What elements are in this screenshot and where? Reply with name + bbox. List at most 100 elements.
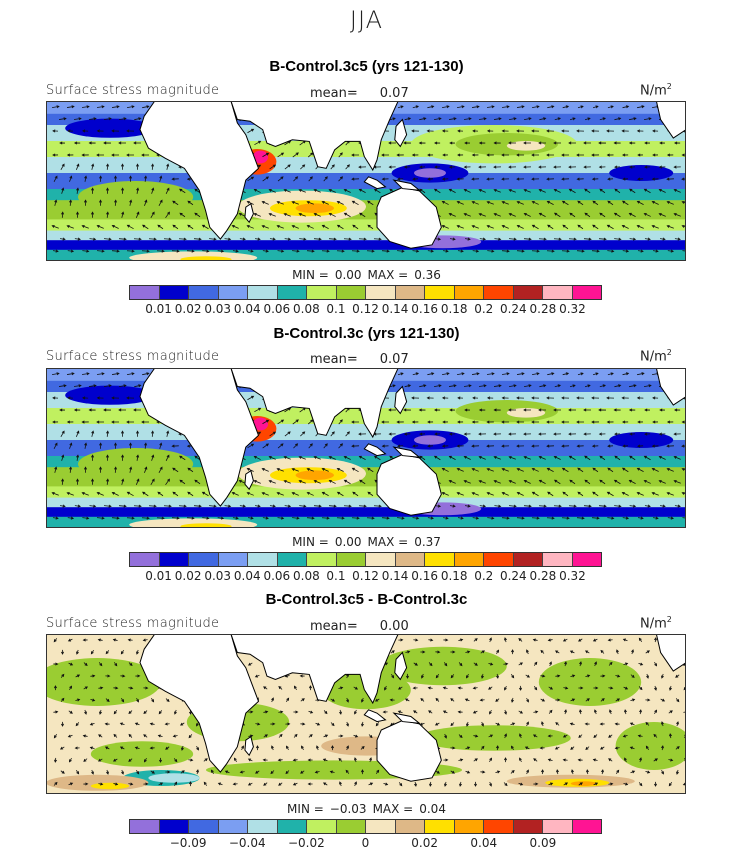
wind-arrow [563,782,569,786]
wind-arrow [613,479,621,485]
wind-arrow [343,188,351,193]
wind-arrow [84,709,88,715]
wind-arrow [501,516,510,520]
wind-arrow [96,105,105,109]
wind-arrow [508,165,517,169]
wind-arrow [495,722,501,726]
wind-arrow [283,456,291,460]
wind-arrow [103,117,112,121]
wind-arrow [165,187,170,194]
contour-region [414,435,446,445]
wind-arrow [449,408,455,412]
wind-arrow [622,734,628,738]
wind-arrow [450,698,455,702]
wind-arrow [546,444,555,448]
wind-arrow [538,408,547,412]
wind-arrow [569,479,576,485]
wind-arrow [457,710,463,714]
land-mass [139,368,260,507]
wind-arrow [592,638,598,642]
wind-arrow [434,141,441,145]
wind-arrow [637,105,645,109]
wind-arrow [53,734,57,739]
wind-arrow [158,199,163,206]
wind-arrow [338,686,344,690]
wind-arrow [531,372,540,376]
wind-arrow [118,117,127,121]
wind-arrow [675,746,680,750]
wind-arrow [668,782,673,787]
wind-arrow [591,129,600,133]
wind-arrow [614,384,622,388]
wind-arrow [668,685,672,691]
wind-arrow [456,444,464,448]
contour-band [46,516,686,528]
wind-arrow [136,454,140,461]
wind-arrow [82,129,89,133]
mean-readout: mean= 0.07 [310,352,409,367]
wind-arrow [328,188,336,193]
wind-arrow [486,201,494,205]
wind-arrow [667,249,674,253]
wind-arrow [622,638,628,642]
wind-arrow [247,662,253,666]
wind-arrow [428,638,434,642]
wind-arrow [441,491,449,496]
wind-arrow [89,504,97,508]
wind-arrow [128,733,133,738]
map-panel [46,101,686,261]
wind-arrow [126,491,134,497]
wind-arrow [563,686,569,690]
wind-arrow [562,491,569,497]
wind-arrow [441,105,450,109]
wind-arrow [97,638,103,642]
wind-arrow [569,212,576,218]
wind-arrow [488,686,493,690]
wind-arrow [607,177,614,181]
wind-arrow [546,200,554,205]
wind-arrow [651,177,659,181]
wind-arrow [336,467,344,472]
wind-arrow [508,504,517,508]
wind-arrow [599,188,606,194]
wind-arrow [300,770,305,774]
wind-arrow [613,212,621,218]
wind-arrow [353,686,359,690]
wind-arrow [533,710,539,714]
wind-arrow [321,249,330,253]
wind-arrow [448,455,456,460]
wind-arrow [343,212,351,218]
wind-arrow [472,129,478,133]
wind-arrow [533,782,539,786]
wind-arrow [201,491,209,497]
colorbar-tick-label: 0.14 [381,569,409,583]
wind-arrow [135,649,139,655]
wind-arrow [653,637,658,643]
colorbar-swatch [218,286,248,299]
wind-arrow [583,504,592,508]
wind-arrow [88,384,97,388]
wind-arrow [562,734,568,738]
wind-arrow [136,770,140,775]
map-frame [46,634,686,794]
wind-arrow [284,237,292,241]
colorbar-swatch [336,820,366,833]
wind-arrow [111,372,120,376]
land-mass [230,368,399,439]
wind-arrow [442,420,448,424]
wind-arrow [496,649,499,655]
wind-arrow [504,709,508,715]
wind-arrow [486,153,494,157]
wind-arrow [546,516,555,520]
wind-arrow [637,734,643,738]
wind-arrow [472,396,478,400]
wind-arrow [187,491,194,497]
wind-arrow [82,516,90,520]
wind-arrow [96,129,104,133]
wind-arrow [568,237,577,241]
colorbar-swatch [130,286,160,299]
wind-arrow [598,237,607,241]
colorbar-swatch [543,553,573,566]
wind-arrow [547,734,553,738]
wind-arrow [126,420,135,424]
